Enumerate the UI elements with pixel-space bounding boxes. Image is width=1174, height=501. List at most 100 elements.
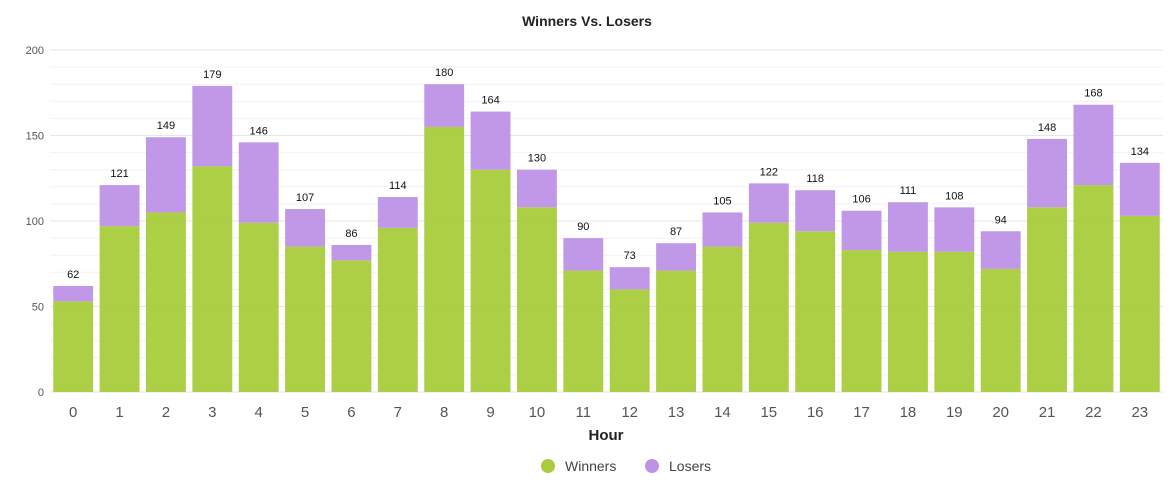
- data-label-total: 149: [157, 120, 175, 132]
- bar-losers-hour-17[interactable]: [841, 210, 882, 251]
- data-label-total: 180: [435, 67, 453, 79]
- bar-losers-hour-19[interactable]: [934, 207, 975, 252]
- bar-losers-hour-21[interactable]: [1027, 138, 1068, 208]
- bar-winners-hour-14[interactable]: [702, 246, 743, 392]
- data-label-total: 118: [806, 173, 824, 185]
- legend: Winners Losers: [541, 458, 711, 474]
- bar-winners-hour-18[interactable]: [887, 251, 928, 392]
- legend-swatch-winners[interactable]: [541, 459, 555, 473]
- data-label-total: 87: [670, 226, 682, 238]
- legend-swatch-losers[interactable]: [645, 459, 659, 473]
- data-label-total: 148: [1038, 122, 1056, 134]
- data-label-total: 73: [624, 250, 636, 262]
- bar-winners-hour-4[interactable]: [238, 222, 279, 392]
- bar-losers-hour-6[interactable]: [331, 244, 372, 261]
- data-label-total: 62: [67, 269, 79, 281]
- bar-winners-hour-21[interactable]: [1027, 207, 1068, 392]
- bar-losers-hour-22[interactable]: [1073, 104, 1114, 186]
- bar-winners-hour-19[interactable]: [934, 251, 975, 392]
- bar-losers-hour-16[interactable]: [795, 190, 836, 232]
- x-tick-label: 12: [621, 404, 638, 421]
- legend-label-winners[interactable]: Winners: [565, 458, 616, 474]
- x-tick-label: 10: [529, 404, 546, 421]
- bar-losers-hour-0[interactable]: [53, 285, 94, 302]
- bar-winners-hour-23[interactable]: [1119, 215, 1160, 392]
- bar-losers-hour-9[interactable]: [470, 111, 511, 170]
- x-axis-title: Hour: [589, 427, 624, 444]
- x-tick-label: 14: [714, 404, 731, 421]
- y-tick-label: 50: [32, 302, 44, 314]
- x-tick-label: 19: [946, 404, 963, 421]
- data-label-total: 86: [345, 228, 357, 240]
- x-tick-label: 17: [853, 404, 870, 421]
- bar-losers-hour-20[interactable]: [980, 231, 1021, 269]
- x-tick-label: 2: [162, 404, 170, 421]
- bar-losers-hour-15[interactable]: [748, 183, 789, 223]
- x-tick-label: 23: [1131, 404, 1148, 421]
- y-tick-label: 200: [26, 45, 44, 57]
- x-tick-label: 3: [208, 404, 216, 421]
- bar-losers-hour-12[interactable]: [609, 267, 650, 290]
- data-label-total: 107: [296, 192, 314, 204]
- bar-winners-hour-12[interactable]: [609, 289, 650, 392]
- data-label-total: 164: [481, 95, 499, 107]
- x-tick-label: 20: [992, 404, 1009, 421]
- data-label-total: 90: [577, 221, 589, 233]
- x-tick-label: 4: [255, 404, 263, 421]
- bar-winners-hour-17[interactable]: [841, 250, 882, 392]
- bar-losers-hour-11[interactable]: [563, 238, 604, 271]
- bar-losers-hour-18[interactable]: [887, 202, 928, 252]
- bar-winners-hour-8[interactable]: [424, 126, 465, 392]
- bar-losers-hour-23[interactable]: [1119, 162, 1160, 216]
- bar-winners-hour-5[interactable]: [285, 246, 326, 392]
- bar-losers-hour-8[interactable]: [424, 84, 465, 127]
- data-label-total: 134: [1131, 146, 1149, 158]
- bar-winners-hour-22[interactable]: [1073, 185, 1114, 392]
- x-tick-label: 16: [807, 404, 824, 421]
- bar-losers-hour-14[interactable]: [702, 212, 743, 247]
- y-tick-label: 150: [26, 131, 44, 143]
- bar-losers-hour-13[interactable]: [656, 243, 697, 271]
- bar-winners-hour-3[interactable]: [192, 166, 233, 392]
- bar-losers-hour-5[interactable]: [285, 209, 326, 247]
- bar-losers-hour-1[interactable]: [99, 185, 140, 227]
- x-tick-label: 6: [347, 404, 355, 421]
- bar-winners-hour-0[interactable]: [53, 301, 94, 392]
- x-tick-label: 11: [576, 404, 592, 421]
- data-label-total: 168: [1084, 88, 1102, 100]
- bar-losers-hour-4[interactable]: [238, 142, 279, 223]
- bar-winners-hour-11[interactable]: [563, 270, 604, 392]
- bar-winners-hour-20[interactable]: [980, 268, 1021, 392]
- x-tick-label: 13: [668, 404, 685, 421]
- bar-winners-hour-10[interactable]: [516, 207, 557, 392]
- bar-winners-hour-16[interactable]: [795, 231, 836, 392]
- x-tick-label: 7: [394, 404, 402, 421]
- x-tick-label: 22: [1085, 404, 1102, 421]
- bar-losers-hour-3[interactable]: [192, 85, 233, 167]
- data-label-total: 111: [900, 185, 917, 197]
- data-label-total: 146: [250, 125, 268, 137]
- bar-winners-hour-7[interactable]: [377, 227, 418, 392]
- bar-losers-hour-10[interactable]: [516, 169, 557, 208]
- grid: [50, 49, 1163, 393]
- bar-winners-hour-13[interactable]: [656, 270, 697, 392]
- data-label-total: 106: [852, 194, 870, 206]
- data-label-total: 108: [945, 190, 963, 202]
- bar-winners-hour-6[interactable]: [331, 260, 372, 392]
- x-tick-label: 0: [69, 404, 77, 421]
- x-tick-label: 9: [486, 404, 494, 421]
- bar-losers-hour-7[interactable]: [377, 197, 418, 228]
- bar-losers-hour-2[interactable]: [145, 137, 186, 213]
- x-tick-label: 8: [440, 404, 448, 421]
- bar-winners-hour-1[interactable]: [99, 226, 140, 392]
- bar-winners-hour-15[interactable]: [748, 222, 789, 392]
- bar-winners-hour-9[interactable]: [470, 169, 511, 392]
- y-tick-label: 100: [26, 216, 44, 228]
- x-tick-label: 21: [1039, 404, 1056, 421]
- y-axis-ticks: 0 50 100 150 200: [26, 45, 44, 399]
- legend-label-losers[interactable]: Losers: [669, 458, 711, 474]
- bar-winners-hour-2[interactable]: [145, 212, 186, 392]
- x-axis-ticks: 0 1 2 3 4 5 6 7 8 9 10 11 12 13 14 15 16 17 18 19 20 21 22 23: [69, 404, 1148, 421]
